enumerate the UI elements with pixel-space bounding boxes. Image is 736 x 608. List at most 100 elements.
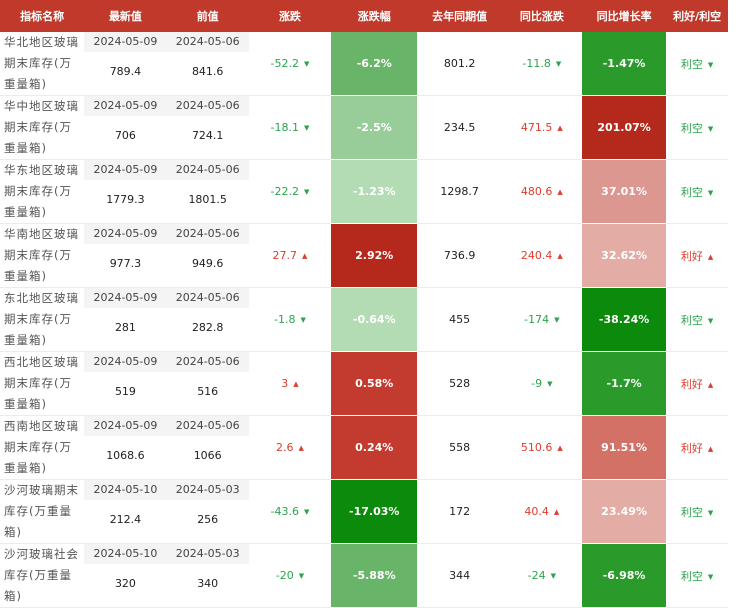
latest-cell: 2024-05-09 706 xyxy=(84,95,167,160)
col-header-prev[interactable]: 前值 xyxy=(166,0,249,32)
change-value: 27.7 xyxy=(272,249,297,262)
indicator-name[interactable]: 华北地区玻璃期末库存(万重量箱) xyxy=(0,32,85,96)
change-pct-cell: -5.88% xyxy=(331,543,418,608)
triangle-down-icon: ▼ xyxy=(555,60,562,68)
col-header-last-year[interactable]: 去年同期值 xyxy=(417,0,502,32)
yoy-change-cell: -174 ▼ xyxy=(501,287,582,352)
rating-cell[interactable]: 利空 ▼ xyxy=(666,287,728,352)
triangle-down-icon: ▼ xyxy=(707,188,714,197)
indicator-name[interactable]: 华南地区玻璃期末库存(万重量箱) xyxy=(0,223,85,288)
yoy-change-cell: -24 ▼ xyxy=(501,543,582,608)
yoy-change-cell: 510.6 ▲ xyxy=(501,415,582,480)
latest-value: 212.4 xyxy=(109,513,142,526)
triangle-down-icon: ▼ xyxy=(303,188,310,196)
col-header-change[interactable]: 涨跌 xyxy=(248,0,332,32)
indicator-name[interactable]: 西南地区玻璃期末库存(万重量箱) xyxy=(0,415,85,480)
indicator-name[interactable]: 华中地区玻璃期末库存(万重量箱) xyxy=(0,95,85,160)
rating-label: 利好 xyxy=(680,249,703,263)
change-value: -43.6 xyxy=(270,505,299,518)
yoy-change-value: -24 xyxy=(527,569,546,582)
change-pct-cell: 2.92% xyxy=(331,223,418,288)
change-cell: 3 ▲ xyxy=(248,351,332,416)
indicator-name[interactable]: 沙河玻璃社会库存(万重量箱) xyxy=(0,543,85,608)
triangle-down-icon: ▼ xyxy=(707,124,714,133)
indicator-name[interactable]: 华东地区玻璃期末库存(万重量箱) xyxy=(0,159,85,224)
change-pct-cell: -17.03% xyxy=(331,479,418,544)
prev-date: 2024-05-03 xyxy=(166,480,249,500)
table-row[interactable]: 西北地区玻璃期末库存(万重量箱) 2024-05-09 519 2024-05-06 5… xyxy=(0,351,728,416)
last-year-value: 801.2 xyxy=(417,32,502,96)
last-year-value: 528 xyxy=(417,351,502,416)
yoy-pct-cell: 201.07% xyxy=(581,95,667,160)
rating-cell[interactable]: 利好 ▲ xyxy=(666,351,728,416)
latest-date: 2024-05-09 xyxy=(84,416,167,436)
latest-value: 320 xyxy=(114,577,136,590)
latest-date: 2024-05-10 xyxy=(84,480,167,500)
change-cell: -52.2 ▼ xyxy=(248,32,332,96)
latest-value: 706 xyxy=(114,129,136,142)
rating-label: 利空 xyxy=(680,185,703,199)
indicator-name[interactable]: 东北地区玻璃期末库存(万重量箱) xyxy=(0,287,85,352)
prev-date: 2024-05-06 xyxy=(166,416,249,436)
rating-label: 利好 xyxy=(680,377,703,391)
last-year-value: 344 xyxy=(417,543,502,608)
table-row[interactable]: 华中地区玻璃期末库存(万重量箱) 2024-05-09 706 2024-05-06 7… xyxy=(0,95,728,160)
yoy-pct-cell: 91.51% xyxy=(581,415,667,480)
change-pct-cell: -2.5% xyxy=(331,95,418,160)
prev-cell: 2024-05-06 841.6 xyxy=(166,32,249,96)
yoy-change-value: -174 xyxy=(524,313,550,326)
triangle-down-icon: ▼ xyxy=(550,572,557,580)
indicator-name[interactable]: 西北地区玻璃期末库存(万重量箱) xyxy=(0,351,85,416)
last-year-value: 736.9 xyxy=(417,223,502,288)
col-header-latest[interactable]: 最新值 xyxy=(84,0,167,32)
yoy-change-cell: -11.8 ▼ xyxy=(501,32,582,96)
col-header-yoy-pct[interactable]: 同比增长率 xyxy=(581,0,667,32)
prev-value: 282.8 xyxy=(191,321,224,334)
change-value: 3 xyxy=(281,377,289,390)
rating-cell[interactable]: 利好 ▲ xyxy=(666,415,728,480)
change-cell: -43.6 ▼ xyxy=(248,479,332,544)
last-year-value: 455 xyxy=(417,287,502,352)
table-row[interactable]: 华北地区玻璃期末库存(万重量箱) 2024-05-09 789.4 2024-05-0… xyxy=(0,32,728,96)
change-cell: -20 ▼ xyxy=(248,543,332,608)
latest-cell: 2024-05-10 212.4 xyxy=(84,479,167,544)
latest-value: 281 xyxy=(114,321,136,334)
col-header-change-pct[interactable]: 涨跌幅 xyxy=(331,0,418,32)
prev-date: 2024-05-06 xyxy=(166,160,249,180)
col-header-rating[interactable]: 利好/利空 xyxy=(666,0,728,32)
rating-cell[interactable]: 利空 ▼ xyxy=(666,32,728,96)
yoy-pct-cell: 37.01% xyxy=(581,159,667,224)
yoy-change-cell: -9 ▼ xyxy=(501,351,582,416)
rating-cell[interactable]: 利空 ▼ xyxy=(666,95,728,160)
rating-cell[interactable]: 利空 ▼ xyxy=(666,479,728,544)
col-header-yoy-change[interactable]: 同比涨跌 xyxy=(501,0,582,32)
triangle-down-icon: ▼ xyxy=(303,508,310,516)
prev-value: 1801.5 xyxy=(188,193,227,206)
change-cell: 2.6 ▲ xyxy=(248,415,332,480)
table-row[interactable]: 华南地区玻璃期末库存(万重量箱) 2024-05-09 977.3 2024-05-0… xyxy=(0,223,728,288)
latest-date: 2024-05-09 xyxy=(84,288,167,308)
prev-cell: 2024-05-06 724.1 xyxy=(166,95,249,160)
triangle-up-icon: ▲ xyxy=(707,444,714,453)
table-row[interactable]: 东北地区玻璃期末库存(万重量箱) 2024-05-09 281 2024-05-06 2… xyxy=(0,287,728,352)
yoy-change-value: 480.6 xyxy=(520,185,553,198)
indicator-name[interactable]: 沙河玻璃期末库存(万重量箱) xyxy=(0,479,85,544)
col-header-name[interactable]: 指标名称 xyxy=(0,0,85,32)
rating-label: 利空 xyxy=(680,313,703,327)
triangle-down-icon: ▼ xyxy=(303,60,310,68)
latest-cell: 2024-05-09 1779.3 xyxy=(84,159,167,224)
change-cell: -22.2 ▼ xyxy=(248,159,332,224)
rating-cell[interactable]: 利空 ▼ xyxy=(666,159,728,224)
rating-label: 利空 xyxy=(680,121,703,135)
change-value: -1.8 xyxy=(274,313,296,326)
rating-cell[interactable]: 利空 ▼ xyxy=(666,543,728,608)
table-row[interactable]: 沙河玻璃期末库存(万重量箱) 2024-05-10 212.4 2024-05-03 2… xyxy=(0,479,728,544)
latest-date: 2024-05-10 xyxy=(84,544,167,564)
table-row[interactable]: 华东地区玻璃期末库存(万重量箱) 2024-05-09 1779.3 2024-05-… xyxy=(0,159,728,224)
prev-cell: 2024-05-06 516 xyxy=(166,351,249,416)
table-row[interactable]: 西南地区玻璃期末库存(万重量箱) 2024-05-09 1068.6 2024-05-… xyxy=(0,415,728,480)
triangle-up-icon: ▲ xyxy=(301,252,308,260)
table-row[interactable]: 沙河玻璃社会库存(万重量箱) 2024-05-10 320 2024-05-03 340… xyxy=(0,543,728,608)
rating-cell[interactable]: 利好 ▲ xyxy=(666,223,728,288)
